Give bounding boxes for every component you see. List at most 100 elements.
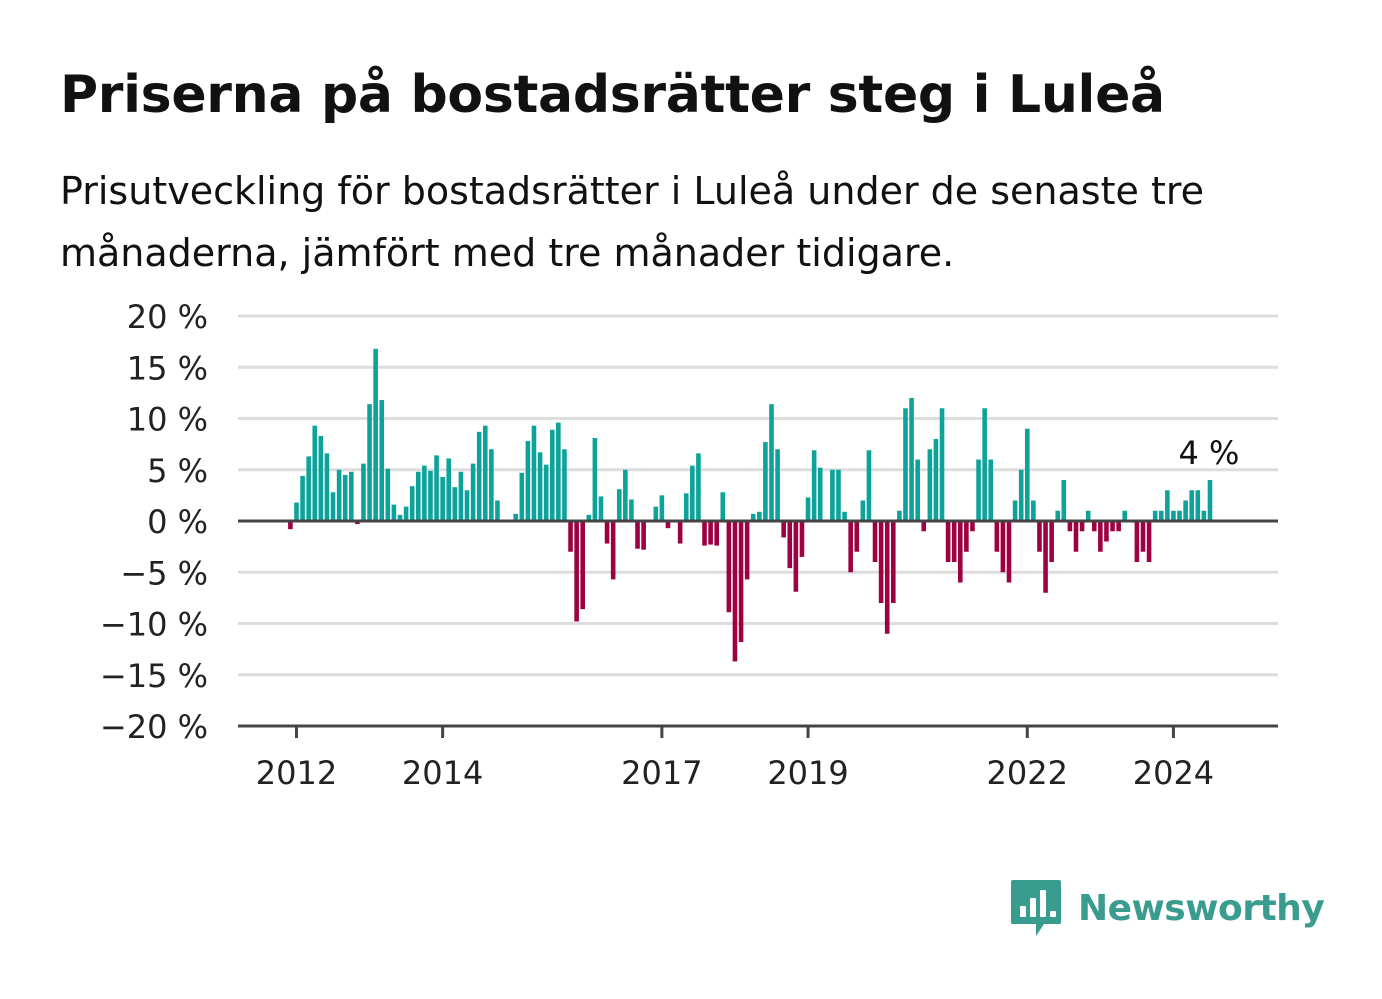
bar bbox=[513, 513, 519, 521]
bar bbox=[854, 521, 860, 552]
bar bbox=[744, 521, 750, 580]
bar bbox=[440, 476, 445, 521]
bar bbox=[1006, 521, 1012, 583]
bar bbox=[373, 348, 378, 521]
bar bbox=[1018, 469, 1024, 521]
bar bbox=[403, 506, 409, 521]
bar bbox=[629, 499, 634, 521]
bar bbox=[951, 521, 957, 562]
bar bbox=[464, 490, 470, 521]
bar bbox=[763, 442, 768, 521]
bar bbox=[1031, 500, 1036, 521]
bar bbox=[988, 459, 994, 521]
bar bbox=[598, 496, 604, 521]
bar bbox=[470, 463, 476, 521]
bar bbox=[519, 472, 525, 521]
chart-subtitle: Prisutveckling för bostadsrätter i Luleå… bbox=[60, 169, 1205, 275]
bar bbox=[976, 459, 981, 521]
y-tick-label: −10 % bbox=[100, 606, 208, 644]
bar bbox=[1189, 490, 1195, 521]
bar bbox=[964, 521, 969, 552]
bar bbox=[391, 504, 397, 521]
bar bbox=[891, 521, 896, 603]
bar bbox=[659, 495, 665, 522]
bar bbox=[1049, 521, 1054, 562]
bar bbox=[696, 453, 701, 521]
x-axis: 2012 2014 2017 2019 2022 2024 bbox=[256, 726, 1214, 792]
bar bbox=[1055, 510, 1061, 521]
bar bbox=[732, 521, 738, 662]
bar bbox=[434, 455, 439, 521]
bar bbox=[580, 521, 586, 610]
bar bbox=[860, 500, 866, 521]
y-tick-label: 15 % bbox=[127, 349, 208, 387]
bar bbox=[397, 514, 403, 521]
y-tick-label: 20 % bbox=[127, 298, 208, 336]
bar bbox=[884, 521, 890, 634]
y-tick-label: 0 % bbox=[147, 503, 208, 541]
bar bbox=[805, 497, 811, 521]
bar bbox=[842, 511, 847, 521]
bar bbox=[957, 521, 963, 583]
bar bbox=[1067, 521, 1073, 532]
bar bbox=[1146, 521, 1152, 562]
bar bbox=[653, 506, 659, 521]
bar bbox=[1104, 521, 1109, 542]
bar bbox=[306, 456, 311, 521]
bar bbox=[525, 441, 531, 521]
bar bbox=[1000, 521, 1006, 573]
bar bbox=[787, 521, 793, 569]
bar bbox=[623, 469, 628, 521]
bar bbox=[1201, 510, 1207, 521]
x-tick-label: 2019 bbox=[767, 754, 848, 792]
gridlines bbox=[238, 314, 1278, 677]
bar bbox=[702, 521, 707, 546]
bar bbox=[422, 465, 427, 521]
bar bbox=[970, 521, 975, 532]
bar bbox=[543, 464, 549, 522]
bar bbox=[458, 471, 464, 521]
brand-name: Newsworthy bbox=[1078, 887, 1325, 929]
bar bbox=[830, 469, 835, 521]
bar bbox=[1195, 490, 1201, 521]
bar bbox=[982, 408, 987, 521]
x-tick-label: 2017 bbox=[621, 754, 702, 792]
bar bbox=[361, 463, 366, 521]
bar bbox=[1091, 521, 1097, 532]
bar bbox=[1079, 521, 1085, 532]
y-tick-label: −15 % bbox=[100, 657, 208, 695]
bar bbox=[781, 521, 786, 538]
bar bbox=[556, 422, 561, 521]
bars bbox=[288, 348, 1213, 662]
bar bbox=[1098, 521, 1103, 552]
bar bbox=[945, 521, 951, 562]
bar bbox=[1037, 521, 1042, 552]
bar bbox=[769, 404, 774, 521]
bar bbox=[336, 469, 342, 521]
bar bbox=[848, 521, 853, 573]
bar bbox=[531, 425, 537, 521]
bar bbox=[616, 489, 622, 521]
bar bbox=[294, 502, 299, 521]
bar bbox=[549, 429, 555, 521]
bar bbox=[720, 492, 726, 521]
bar bbox=[482, 425, 488, 521]
bar bbox=[610, 521, 616, 580]
bar bbox=[1171, 510, 1176, 521]
bar bbox=[635, 521, 640, 549]
newsworthy-logo[interactable]: Newsworthy bbox=[1010, 878, 1325, 938]
x-tick-label: 2022 bbox=[987, 754, 1068, 792]
bar bbox=[903, 408, 908, 521]
bar bbox=[750, 513, 756, 521]
bar bbox=[757, 511, 762, 521]
bar bbox=[775, 449, 780, 521]
bar bbox=[665, 521, 671, 529]
bar bbox=[817, 467, 823, 521]
bar bbox=[355, 521, 360, 525]
y-tick-label: 5 % bbox=[147, 452, 208, 490]
x-tick-label: 2024 bbox=[1133, 754, 1214, 792]
bar bbox=[495, 500, 500, 521]
bar bbox=[574, 521, 579, 622]
bar bbox=[933, 439, 939, 521]
